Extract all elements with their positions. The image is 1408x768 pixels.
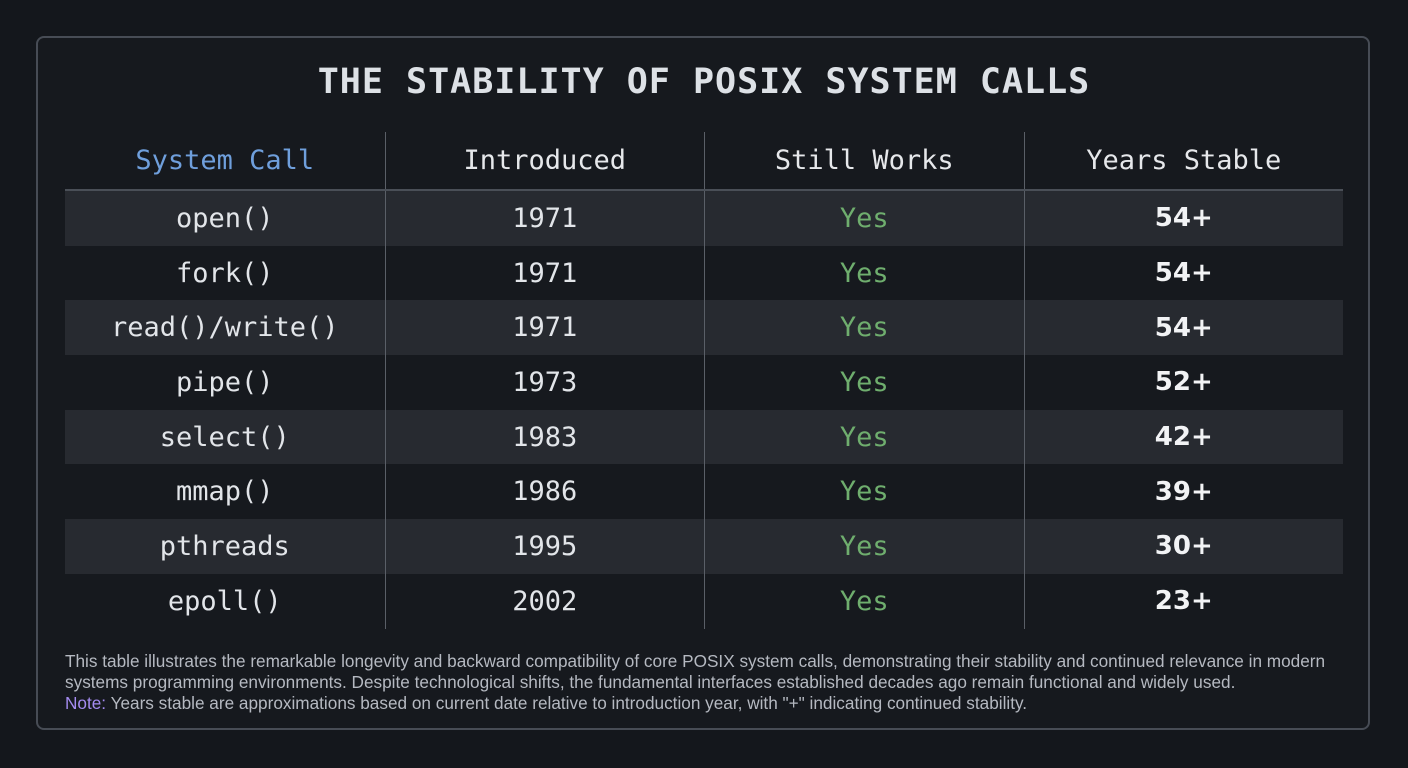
table-cell: open()	[175, 202, 274, 234]
table-row: read()/write() 1971 Yes 54+	[65, 300, 1344, 356]
header-cell: Years Stable	[1023, 132, 1344, 189]
table-row: epoll() 2002 Yes 23+	[65, 573, 1344, 629]
note-label: Note:	[65, 693, 107, 713]
table-row: select() 1983 Yes 42+	[65, 409, 1344, 465]
description: This table illustrates the remarkable lo…	[65, 651, 1326, 692]
table-cell: 1973	[384, 355, 705, 410]
header-row: System Call Introduced Still Works Years St…	[65, 132, 1343, 191]
table-cell: Yes	[704, 573, 1024, 629]
header-cell: System Call	[135, 145, 315, 176]
table-cell: 30+	[1023, 519, 1344, 574]
table-cell: 1971	[384, 191, 705, 246]
header-cell: Introduced	[384, 132, 705, 189]
table-row: fork() 1971 Yes 54+	[65, 245, 1344, 301]
table-cell: Yes	[704, 355, 1024, 410]
table-cell: read()/write()	[110, 312, 339, 344]
table-row: open() 1971 Yes 54+	[65, 191, 1343, 246]
table-cell: 1971	[384, 300, 705, 356]
footer: This table illustrates the remarkable lo…	[65, 651, 1355, 714]
table-cell: 42+	[1023, 409, 1344, 465]
table: System Call Introduced Still Works Years St…	[65, 132, 1343, 629]
panel	[36, 36, 1370, 730]
table-row: pipe() 1973 Yes 52+	[65, 355, 1343, 410]
table-cell: pipe()	[175, 366, 274, 398]
table-cell: 1995	[384, 519, 705, 574]
table-cell: Yes	[704, 300, 1024, 356]
table-cell: 54+	[1023, 191, 1344, 246]
table-row: mmap() 1986 Yes 39+	[65, 464, 1344, 520]
table-cell: select()	[159, 421, 290, 453]
table-cell: epoll()	[167, 585, 282, 617]
table-cell: 54+	[1023, 245, 1344, 301]
table-cell: 1983	[384, 409, 705, 465]
table-cell: Yes	[704, 409, 1024, 465]
table-cell: 39+	[1023, 464, 1344, 520]
table-row: pthreads 1995 Yes 30+	[65, 519, 1343, 574]
table-cell: 2002	[384, 573, 705, 629]
table-cell: 52+	[1023, 355, 1344, 410]
table-cell: Yes	[704, 464, 1024, 520]
header-cell: Still Works	[704, 132, 1024, 189]
table-cell: 1986	[384, 464, 705, 520]
table-cell: 23+	[1023, 573, 1344, 629]
table-cell: pthreads	[159, 530, 290, 562]
note-text: Years stable are approximations based on…	[110, 693, 1028, 713]
table-cell: mmap()	[175, 476, 274, 508]
table-cell: 1971	[384, 245, 705, 301]
table-cell: Yes	[704, 245, 1024, 301]
title: THE STABILITY OF POSIX SYSTEM CALLS	[317, 62, 1091, 102]
table-cell: Yes	[704, 191, 1024, 246]
table-cell: fork()	[175, 257, 274, 289]
table-cell: Yes	[704, 519, 1024, 574]
table-cell: 54+	[1023, 300, 1344, 356]
